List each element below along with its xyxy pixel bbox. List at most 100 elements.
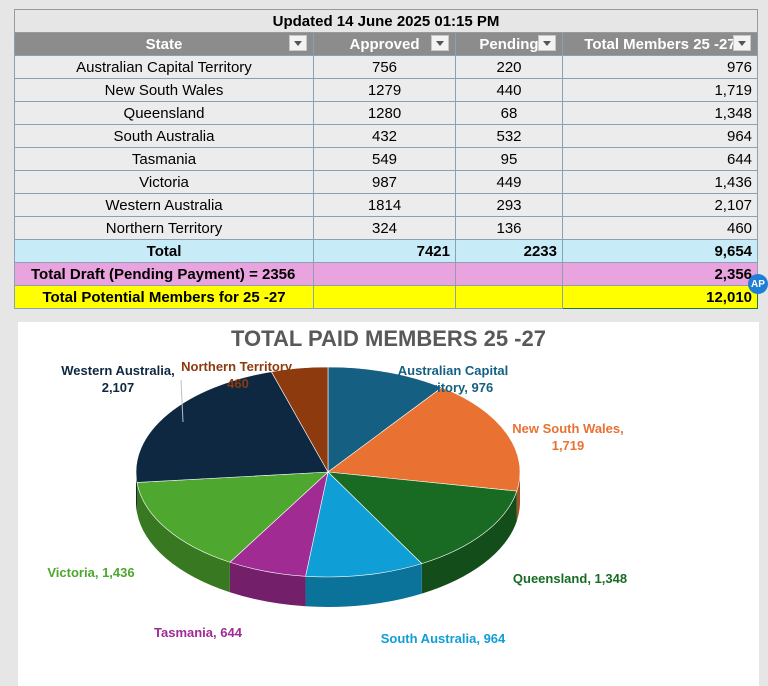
state-cell[interactable]: South Australia — [14, 124, 314, 148]
draft-pending-cell[interactable] — [455, 262, 563, 286]
approved-cell[interactable]: 1279 — [313, 78, 456, 102]
table-row: Tasmania 549 95 644 — [14, 147, 759, 171]
filter-dropdown-icon[interactable] — [289, 35, 307, 51]
data-label-western-australia[interactable]: Western Australia, 2,107 — [61, 363, 175, 395]
pie-slice-northern-territory[interactable] — [270, 366, 329, 474]
header-approved: Approved — [313, 32, 456, 56]
pie-side-new-south-wales — [516, 472, 520, 522]
state-cell[interactable]: Australian Capital Territory — [14, 55, 314, 79]
pie-side-victoria — [136, 482, 230, 593]
pie-slice-new-south-wales[interactable] — [327, 387, 521, 492]
table-row: Queensland 1280 68 1,348 — [14, 101, 759, 125]
draft-label[interactable]: Total Draft (Pending Payment) = 2356 — [14, 262, 314, 286]
pending-cell[interactable]: 293 — [455, 193, 563, 217]
state-cell[interactable]: Northern Territory — [14, 216, 314, 240]
draft-total[interactable]: 2,356 — [561, 262, 759, 286]
total-row: Total 7421 2233 9,654 — [14, 239, 759, 263]
pending-cell[interactable]: 220 — [455, 55, 563, 79]
total-cell[interactable]: 460 — [561, 216, 759, 240]
pie-slice-australian-capital-territory[interactable] — [327, 366, 443, 473]
total-cell[interactable]: 644 — [561, 147, 759, 171]
potential-total[interactable]: 12,010 — [561, 285, 759, 309]
data-label-northern-territory[interactable]: Northern Territory, 460 — [181, 359, 295, 391]
approved-cell[interactable]: 432 — [313, 124, 456, 148]
pie-slice-queensland[interactable] — [327, 471, 518, 564]
total-cell[interactable]: 1,719 — [561, 78, 759, 102]
potential-label[interactable]: Total Potential Members for 25 -27 — [14, 285, 314, 309]
data-label-tasmania[interactable]: Tasmania, 644 — [154, 625, 242, 640]
pie-side-queensland — [421, 491, 517, 594]
total-pending[interactable]: 2233 — [455, 239, 563, 263]
approved-cell[interactable]: 549 — [313, 147, 456, 171]
filter-dropdown-icon[interactable] — [733, 35, 752, 51]
data-label-value: 644 — [220, 625, 242, 640]
pie-chart — [135, 366, 521, 607]
data-label-name: Queensland — [512, 571, 588, 586]
data-label-new-south-wales[interactable]: New South Wales, 1,719 — [512, 421, 624, 453]
draft-row: Total Draft (Pending Payment) = 2356 2,3… — [14, 262, 759, 286]
filter-dropdown-icon[interactable] — [538, 35, 556, 51]
pie-side-tasmania — [229, 562, 306, 607]
draft-approved-cell[interactable] — [313, 262, 456, 286]
total-cell[interactable]: 1,348 — [561, 101, 759, 125]
table-row: Australian Capital Territory 756 220 976 — [14, 55, 759, 79]
table-row: Western Australia 1814 293 2,107 — [14, 193, 759, 217]
state-cell[interactable]: Victoria — [14, 170, 314, 194]
approved-cell[interactable]: 987 — [313, 170, 456, 194]
approved-cell[interactable]: 1280 — [313, 101, 456, 125]
data-label-australian-capital-territory[interactable]: Australian Capital Territory, 976 — [368, 362, 538, 396]
pie-slice-victoria[interactable] — [136, 471, 329, 563]
pending-cell[interactable]: 449 — [455, 170, 563, 194]
total-cell[interactable]: 2,107 — [561, 193, 759, 217]
total-cell[interactable]: 976 — [561, 55, 759, 79]
data-label-name: Tasmania — [154, 625, 214, 640]
total-cell[interactable]: 964 — [561, 124, 759, 148]
header-total: Total Members 25 -27 — [561, 32, 759, 56]
potential-approved-cell[interactable] — [313, 285, 456, 309]
table-row: Victoria 987 449 1,436 — [14, 170, 759, 194]
data-label-queensland[interactable]: Queensland, 1,348 — [512, 571, 628, 586]
pie-chart-area[interactable]: TOTAL PAID MEMBERS 25 -27 Australian Cap… — [18, 322, 759, 686]
header-pending-label: Pending — [479, 35, 539, 53]
header-state: State — [14, 32, 314, 56]
data-label-name: New South Wales — [512, 421, 621, 436]
total-label[interactable]: Total — [14, 239, 314, 263]
data-label-value: 1,436 — [102, 565, 135, 580]
potential-row: Total Potential Members for 25 -27 12,01… — [14, 285, 759, 309]
filter-dropdown-icon[interactable] — [431, 35, 449, 51]
state-cell[interactable]: New South Wales — [14, 78, 314, 102]
data-label-victoria[interactable]: Victoria, 1,436 — [47, 565, 135, 580]
pending-cell[interactable]: 532 — [455, 124, 563, 148]
data-label-name: Territory, — [412, 380, 472, 395]
potential-pending-cell[interactable] — [455, 285, 563, 309]
state-cell[interactable]: Tasmania — [14, 147, 314, 171]
total-cell[interactable]: 1,436 — [561, 170, 759, 194]
header-state-label: State — [145, 35, 183, 53]
table-row: South Australia 432 532 964 — [14, 124, 759, 148]
approved-cell[interactable]: 324 — [313, 216, 456, 240]
state-cell[interactable]: Queensland — [14, 101, 314, 125]
data-label-south-australia[interactable]: South Australia, 964 — [380, 631, 506, 646]
total-approved[interactable]: 7421 — [313, 239, 456, 263]
table-row: Northern Territory 324 136 460 — [14, 216, 759, 240]
approved-cell[interactable]: 756 — [313, 55, 456, 79]
data-label-name: South Australia — [380, 631, 477, 646]
user-avatar[interactable]: AP — [748, 274, 768, 294]
data-label-name: Northern Territory — [181, 359, 292, 374]
data-label-value: 1,348 — [594, 571, 628, 586]
pie-slice-western-australia[interactable] — [135, 371, 329, 483]
pending-cell[interactable]: 440 — [455, 78, 563, 102]
approved-cell[interactable]: 1814 — [313, 193, 456, 217]
pie-side-south-australia — [305, 563, 422, 607]
pending-cell[interactable]: 136 — [455, 216, 563, 240]
data-label-value: 460 — [227, 376, 249, 391]
table-row: New South Wales 1279 440 1,719 — [14, 78, 759, 102]
pie-slice-south-australia[interactable] — [305, 471, 423, 578]
data-label-name: Victoria — [47, 565, 95, 580]
state-cell[interactable]: Western Australia — [14, 193, 314, 217]
data-label-name: Australian Capital — [397, 363, 509, 378]
header-approved-label: Approved — [349, 35, 420, 53]
total-members[interactable]: 9,654 — [561, 239, 759, 263]
pending-cell[interactable]: 95 — [455, 147, 563, 171]
pending-cell[interactable]: 68 — [455, 101, 563, 125]
